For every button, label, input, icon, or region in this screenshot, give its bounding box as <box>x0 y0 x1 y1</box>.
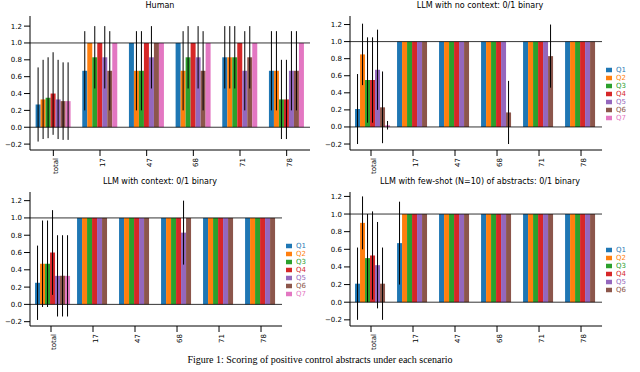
svg-text:71: 71 <box>218 334 226 343</box>
svg-text:0.0: 0.0 <box>11 124 22 132</box>
svg-text:1.2: 1.2 <box>11 23 22 31</box>
svg-text:0.4: 0.4 <box>11 90 23 98</box>
html-text:Q4: Q4 <box>616 270 626 278</box>
svg-text:0.6: 0.6 <box>331 246 343 254</box>
svg-text:0.0: 0.0 <box>331 123 342 131</box>
html-text:Q2: Q2 <box>296 250 306 258</box>
svg-text:17: 17 <box>99 158 107 167</box>
svg-text:0.2: 0.2 <box>331 106 342 114</box>
html-text:Q1: Q1 <box>616 246 626 254</box>
svg-text:1.2: 1.2 <box>331 193 342 201</box>
svg-text:78: 78 <box>286 158 294 167</box>
html-text:Q6: Q6 <box>616 106 626 114</box>
html-text:Q3: Q3 <box>296 258 306 266</box>
html-text:Q2: Q2 <box>616 254 626 262</box>
svg-text:47: 47 <box>454 334 462 343</box>
svg-text:1.0: 1.0 <box>11 39 22 47</box>
html-text:Q1: Q1 <box>296 242 306 250</box>
svg-text:78: 78 <box>260 334 268 343</box>
svg-text:0.6: 0.6 <box>331 72 343 80</box>
html-text:LLM with few-shot (N=10) of ab: LLM with few-shot (N=10) of abstracts: 0… <box>380 177 580 186</box>
svg-text:0.2: 0.2 <box>331 281 342 289</box>
svg-text:1.0: 1.0 <box>331 211 342 219</box>
html-text:Q4: Q4 <box>616 90 626 98</box>
html-text:Q1: Q1 <box>616 66 626 74</box>
svg-text:−0.2: −0.2 <box>8 318 22 326</box>
svg-text:68: 68 <box>176 334 184 343</box>
svg-text:0.8: 0.8 <box>11 232 22 240</box>
svg-text:71: 71 <box>538 334 546 343</box>
svg-text:0.8: 0.8 <box>331 228 342 236</box>
svg-text:0.0: 0.0 <box>11 301 22 309</box>
svg-text:47: 47 <box>454 158 462 167</box>
html-text:LLM with context: 0/1 binary: LLM with context: 0/1 binary <box>103 177 217 186</box>
svg-text:0.4: 0.4 <box>331 263 343 271</box>
svg-text:68: 68 <box>496 158 504 167</box>
html-text:Q5: Q5 <box>296 274 306 282</box>
svg-text:1.0: 1.0 <box>331 38 342 46</box>
svg-text:78: 78 <box>580 158 588 167</box>
svg-text:0.4: 0.4 <box>11 266 23 274</box>
svg-text:total: total <box>370 158 378 174</box>
svg-text:total: total <box>50 334 58 350</box>
svg-text:−0.2: −0.2 <box>8 141 22 149</box>
svg-text:0.6: 0.6 <box>11 73 23 81</box>
svg-text:1.2: 1.2 <box>11 197 22 205</box>
svg-text:0.8: 0.8 <box>11 56 22 64</box>
html-text:Figure 1: Scoring of positive: Figure 1: Scoring of positive control ab… <box>187 354 453 365</box>
svg-text:0.2: 0.2 <box>11 284 22 292</box>
html-text:Q5: Q5 <box>616 98 626 106</box>
svg-text:47: 47 <box>134 334 142 343</box>
svg-text:0.2: 0.2 <box>11 107 22 115</box>
svg-text:0.8: 0.8 <box>331 55 342 63</box>
html-text:Q2: Q2 <box>616 74 626 82</box>
html-text:Q3: Q3 <box>616 262 626 270</box>
svg-text:total: total <box>370 334 378 350</box>
html-text:Q6: Q6 <box>616 286 626 294</box>
html-text:Q3: Q3 <box>616 82 626 90</box>
svg-text:−0.2: −0.2 <box>325 141 342 149</box>
svg-text:1.0: 1.0 <box>11 214 22 222</box>
svg-text:71: 71 <box>538 158 546 167</box>
svg-text:78: 78 <box>580 334 588 343</box>
svg-text:0.6: 0.6 <box>11 249 23 257</box>
html-text:Q6: Q6 <box>296 282 306 290</box>
svg-text:total: total <box>52 158 60 174</box>
html-text:Q7: Q7 <box>296 290 306 298</box>
svg-text:0.0: 0.0 <box>331 299 342 307</box>
html-text:Q7: Q7 <box>616 114 626 122</box>
html-text:Q5: Q5 <box>616 278 626 286</box>
svg-text:−0.2: −0.2 <box>325 316 342 324</box>
svg-text:68: 68 <box>192 158 200 167</box>
svg-text:71: 71 <box>239 158 247 167</box>
svg-text:47: 47 <box>146 158 154 167</box>
svg-text:0.4: 0.4 <box>331 89 343 97</box>
html-text:LLM with no context: 0/1 binar: LLM with no context: 0/1 binary <box>416 1 544 10</box>
svg-text:17: 17 <box>412 158 420 167</box>
svg-text:68: 68 <box>496 334 504 343</box>
html-text:Q4: Q4 <box>296 266 306 274</box>
svg-text:17: 17 <box>412 334 420 343</box>
svg-text:17: 17 <box>92 334 100 343</box>
html-text:Human: Human <box>145 1 175 10</box>
svg-text:1.2: 1.2 <box>331 21 342 29</box>
